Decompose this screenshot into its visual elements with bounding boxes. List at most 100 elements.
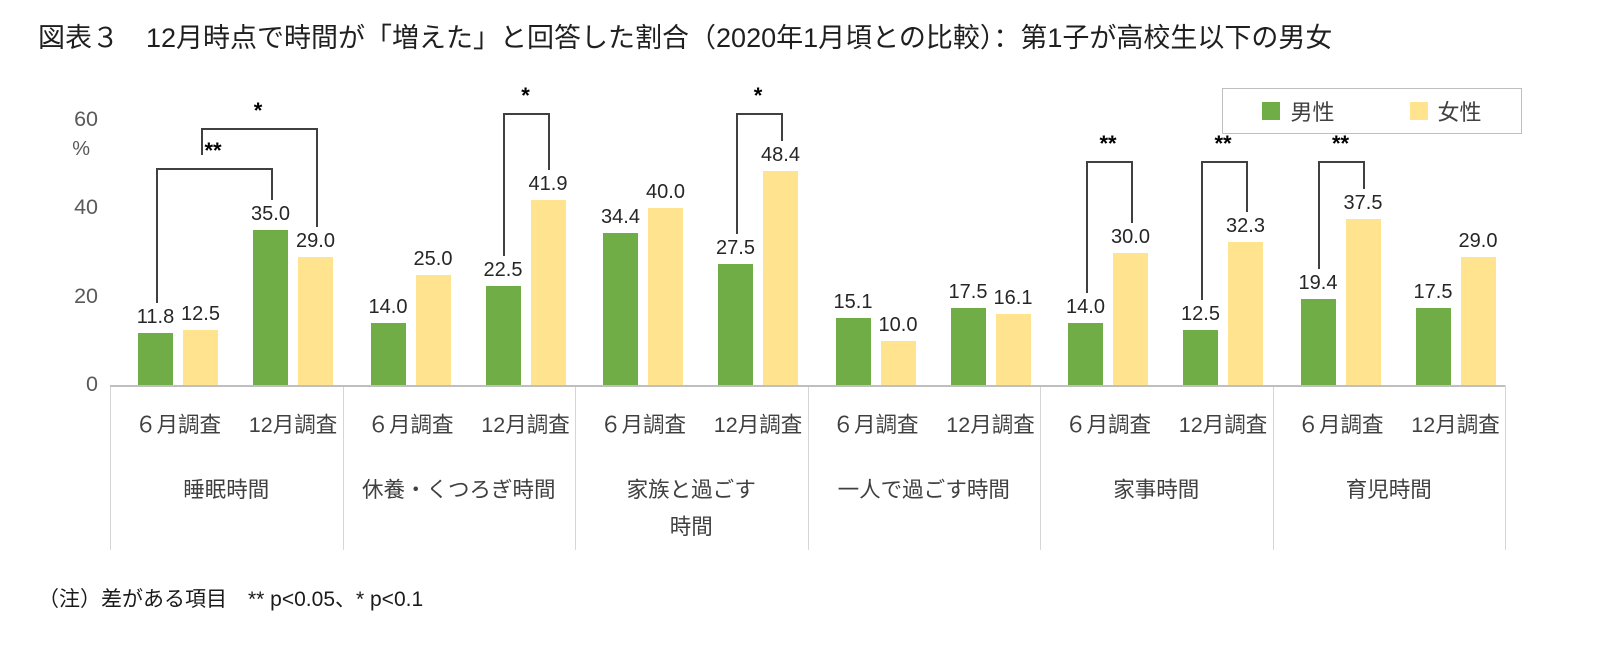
x-axis-group-label: 育児時間 bbox=[1273, 472, 1506, 509]
bar-male bbox=[1183, 329, 1218, 385]
bar-value-label: 19.4 bbox=[1298, 272, 1338, 295]
y-axis-tick-label: 40 bbox=[74, 195, 98, 220]
bar-male bbox=[253, 230, 288, 385]
bar-male bbox=[138, 332, 173, 385]
bar-value-label: 12.5 bbox=[1181, 302, 1220, 325]
group-separator-line bbox=[1505, 385, 1506, 550]
x-axis-survey-label: 12月調査 bbox=[481, 413, 570, 437]
significance-bracket-leg bbox=[780, 113, 783, 142]
bar-male bbox=[1068, 323, 1103, 385]
bar-female bbox=[415, 274, 451, 385]
significance-label: ** bbox=[204, 138, 222, 163]
significance-bracket-leg bbox=[1363, 161, 1365, 190]
x-axis-group-label-line: 家族と過ごす bbox=[626, 478, 756, 502]
significance-bracket-top bbox=[1200, 161, 1246, 163]
bar-male bbox=[485, 285, 521, 385]
bar-value-label: 22.5 bbox=[483, 258, 523, 281]
group-separator-line bbox=[342, 385, 344, 550]
x-axis-group-label: 睡眠時間 bbox=[110, 472, 343, 509]
significance-bracket-leg bbox=[503, 113, 505, 256]
group-separator-line bbox=[1272, 385, 1274, 550]
bar-female bbox=[1345, 219, 1381, 385]
legend-item-male: 男性 bbox=[1262, 95, 1335, 127]
y-axis-tick-label: 20 bbox=[74, 283, 98, 308]
x-axis-survey-label: ６月調査 bbox=[367, 413, 454, 437]
bar-female bbox=[1460, 256, 1496, 385]
x-axis-group-label-line: 一人で過ごす時間 bbox=[837, 478, 1010, 502]
x-axis-line bbox=[110, 385, 1505, 387]
x-axis-group-label-line: 育児時間 bbox=[1345, 478, 1432, 502]
group-separator-line bbox=[807, 385, 809, 550]
bar-value-label: 41.9 bbox=[528, 172, 568, 195]
bar-female bbox=[298, 256, 333, 385]
bar-value-label: 27.5 bbox=[716, 236, 755, 259]
significance-bracket-leg bbox=[155, 168, 158, 303]
legend: 男性 女性 bbox=[1222, 88, 1522, 134]
y-axis-unit-label: % bbox=[72, 138, 90, 160]
significance-bracket-top bbox=[1318, 161, 1363, 163]
bar-male bbox=[1415, 307, 1451, 385]
significance-bracket-top bbox=[200, 128, 316, 130]
legend-label-male: 男性 bbox=[1290, 100, 1335, 125]
bar-female bbox=[995, 313, 1031, 385]
bar-value-label: 29.0 bbox=[296, 229, 335, 252]
significance-bracket-leg bbox=[1085, 161, 1088, 294]
significance-bracket-leg bbox=[270, 168, 273, 201]
x-axis-group-label-line: 家事時間 bbox=[1113, 478, 1200, 502]
bar-female bbox=[648, 208, 683, 385]
significance-bracket-leg bbox=[1245, 161, 1248, 213]
significance-bracket-leg bbox=[200, 128, 203, 155]
x-axis-group-label: 家族と過ごす 時間 bbox=[575, 472, 808, 545]
significance-bracket-top bbox=[1085, 161, 1131, 163]
significance-label: * bbox=[521, 83, 530, 108]
significance-bracket-leg bbox=[315, 128, 318, 227]
bar-value-label: 34.4 bbox=[601, 206, 640, 229]
bar-value-label: 14.0 bbox=[368, 296, 408, 319]
x-axis-group-label-line: 睡眠時間 bbox=[183, 478, 270, 502]
bar-male bbox=[950, 307, 986, 385]
bar-value-label: 17.5 bbox=[948, 280, 988, 303]
group-separator-line bbox=[1040, 385, 1041, 550]
y-axis-tick-label: 60 bbox=[74, 107, 98, 131]
significance-bracket-leg bbox=[1318, 161, 1320, 270]
bar-female bbox=[183, 329, 218, 385]
x-axis-group-label-line: 時間 bbox=[669, 514, 713, 539]
bar-female bbox=[1228, 242, 1263, 385]
bar-male bbox=[835, 318, 871, 385]
legend-item-female: 女性 bbox=[1409, 95, 1482, 127]
bar-value-label: 14.0 bbox=[1066, 296, 1105, 319]
x-axis-survey-label: ６月調査 bbox=[1064, 413, 1152, 437]
bar-value-label: 37.5 bbox=[1343, 192, 1383, 215]
significance-bracket-top bbox=[735, 113, 781, 115]
group-separator-line bbox=[575, 385, 576, 550]
x-axis-group-label: 一人で過ごす時間 bbox=[808, 472, 1041, 509]
x-axis-survey-label: 12月調査 bbox=[946, 413, 1035, 437]
x-axis-survey-label: ６月調査 bbox=[134, 413, 222, 437]
female-color-swatch bbox=[1409, 102, 1428, 120]
bar-value-label: 17.5 bbox=[1413, 280, 1453, 303]
x-axis-group-label: 家事時間 bbox=[1040, 472, 1273, 509]
bar-value-label: 16.1 bbox=[993, 286, 1033, 309]
footnote: （注）差がある項目 ** p<0.05、* p<0.1 bbox=[38, 588, 424, 611]
bar-value-label: 12.5 bbox=[181, 302, 220, 325]
group-separator-line bbox=[110, 385, 111, 550]
bar-female bbox=[880, 340, 916, 385]
bar-male bbox=[370, 323, 406, 385]
x-axis-survey-label: ６月調査 bbox=[832, 413, 919, 437]
x-axis-survey-label: 12月調査 bbox=[1411, 413, 1500, 437]
bar-male bbox=[603, 233, 638, 385]
bar-value-label: 11.8 bbox=[136, 305, 175, 328]
significance-label: ** bbox=[1099, 131, 1117, 156]
x-axis-survey-label: 12月調査 bbox=[248, 413, 338, 437]
significance-label: * bbox=[753, 83, 763, 108]
bar-female bbox=[530, 199, 566, 385]
significance-label: ** bbox=[1331, 131, 1350, 156]
x-axis-group-label-line: 休養・くつろぎ時間 bbox=[361, 478, 556, 502]
significance-bracket-leg bbox=[1130, 161, 1133, 223]
significance-bracket-leg bbox=[735, 113, 738, 234]
bar-male bbox=[718, 263, 753, 385]
bar-value-label: 32.3 bbox=[1226, 215, 1265, 238]
x-axis-survey-label: ６月調査 bbox=[599, 413, 687, 437]
bar-value-label: 48.4 bbox=[761, 144, 800, 167]
